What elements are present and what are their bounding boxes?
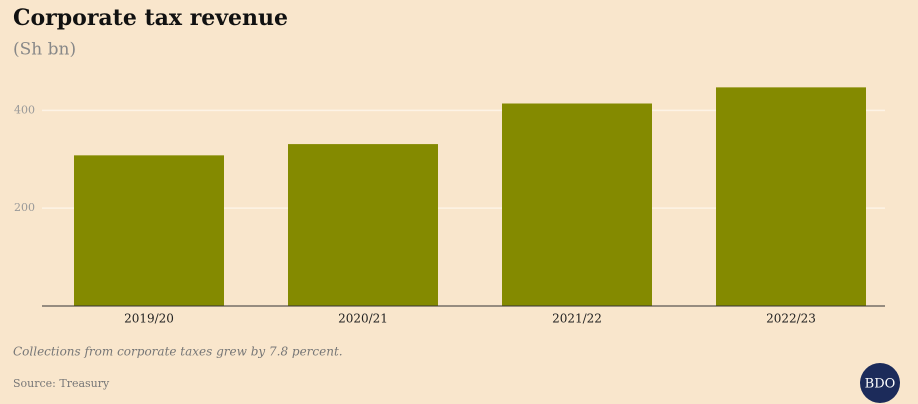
logo-badge (860, 363, 900, 403)
x-tick-label: 2022/23 (766, 312, 816, 326)
bar (716, 87, 866, 306)
x-tick-label: 2021/22 (552, 312, 602, 326)
chart-subtitle: (Sh bn) (13, 40, 76, 60)
y-tick-label: 200 (14, 201, 35, 214)
x-tick-label: 2019/20 (124, 312, 174, 326)
bar (502, 103, 652, 306)
source: Source: Treasury (13, 377, 110, 390)
y-tick-label: 400 (14, 103, 35, 116)
x-tick-label: 2020/21 (338, 312, 388, 326)
chart-title: Corporate tax revenue (13, 5, 288, 31)
note: Collections from corporate taxes grew by… (13, 345, 343, 359)
bar (288, 144, 438, 306)
logo: BDO (865, 377, 896, 392)
bar (74, 155, 224, 306)
